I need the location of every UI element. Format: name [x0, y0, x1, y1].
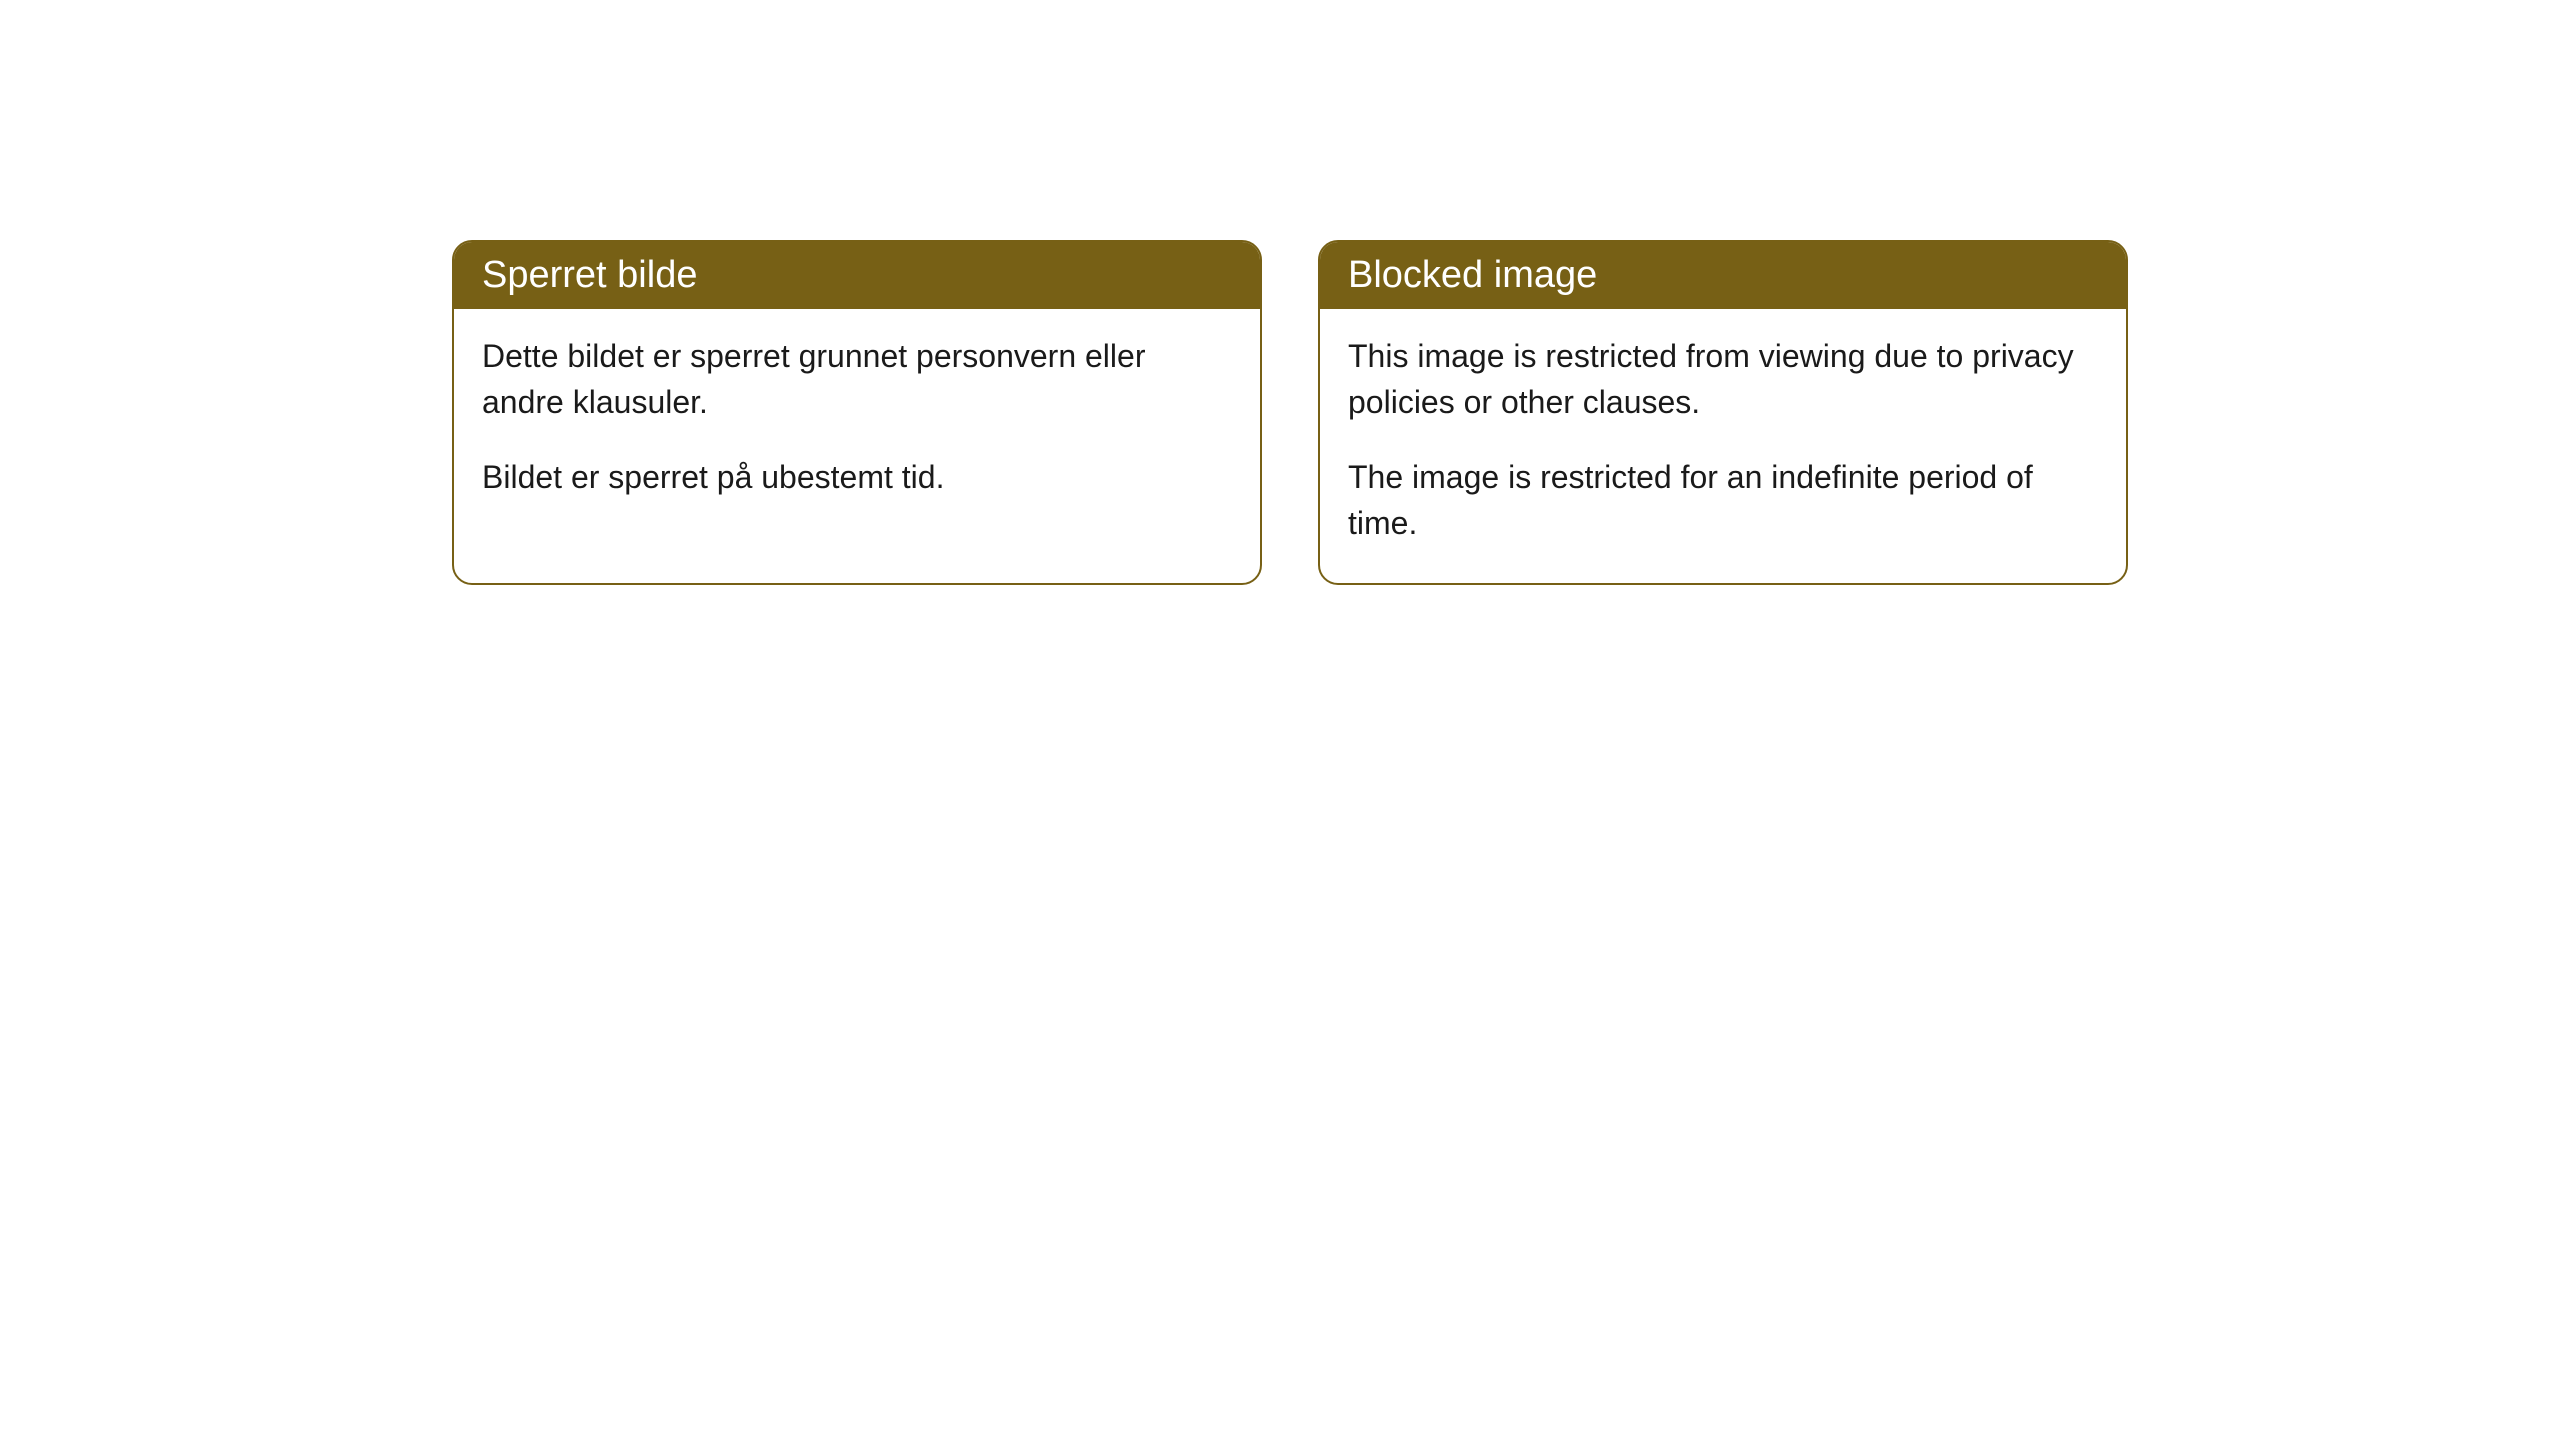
blocked-image-card-norwegian: Sperret bilde Dette bildet er sperret gr… — [452, 240, 1262, 585]
notice-cards-container: Sperret bilde Dette bildet er sperret gr… — [452, 240, 2128, 585]
card-title: Blocked image — [1348, 254, 1597, 296]
card-title: Sperret bilde — [482, 254, 697, 296]
card-header: Blocked image — [1320, 242, 2126, 309]
card-paragraph: This image is restricted from viewing du… — [1348, 333, 2098, 426]
blocked-image-card-english: Blocked image This image is restricted f… — [1318, 240, 2128, 585]
card-header: Sperret bilde — [454, 242, 1260, 309]
card-paragraph: The image is restricted for an indefinit… — [1348, 454, 2098, 547]
card-body: Dette bildet er sperret grunnet personve… — [454, 309, 1260, 536]
card-paragraph: Bildet er sperret på ubestemt tid. — [482, 454, 1232, 500]
card-body: This image is restricted from viewing du… — [1320, 309, 2126, 583]
card-paragraph: Dette bildet er sperret grunnet personve… — [482, 333, 1232, 426]
